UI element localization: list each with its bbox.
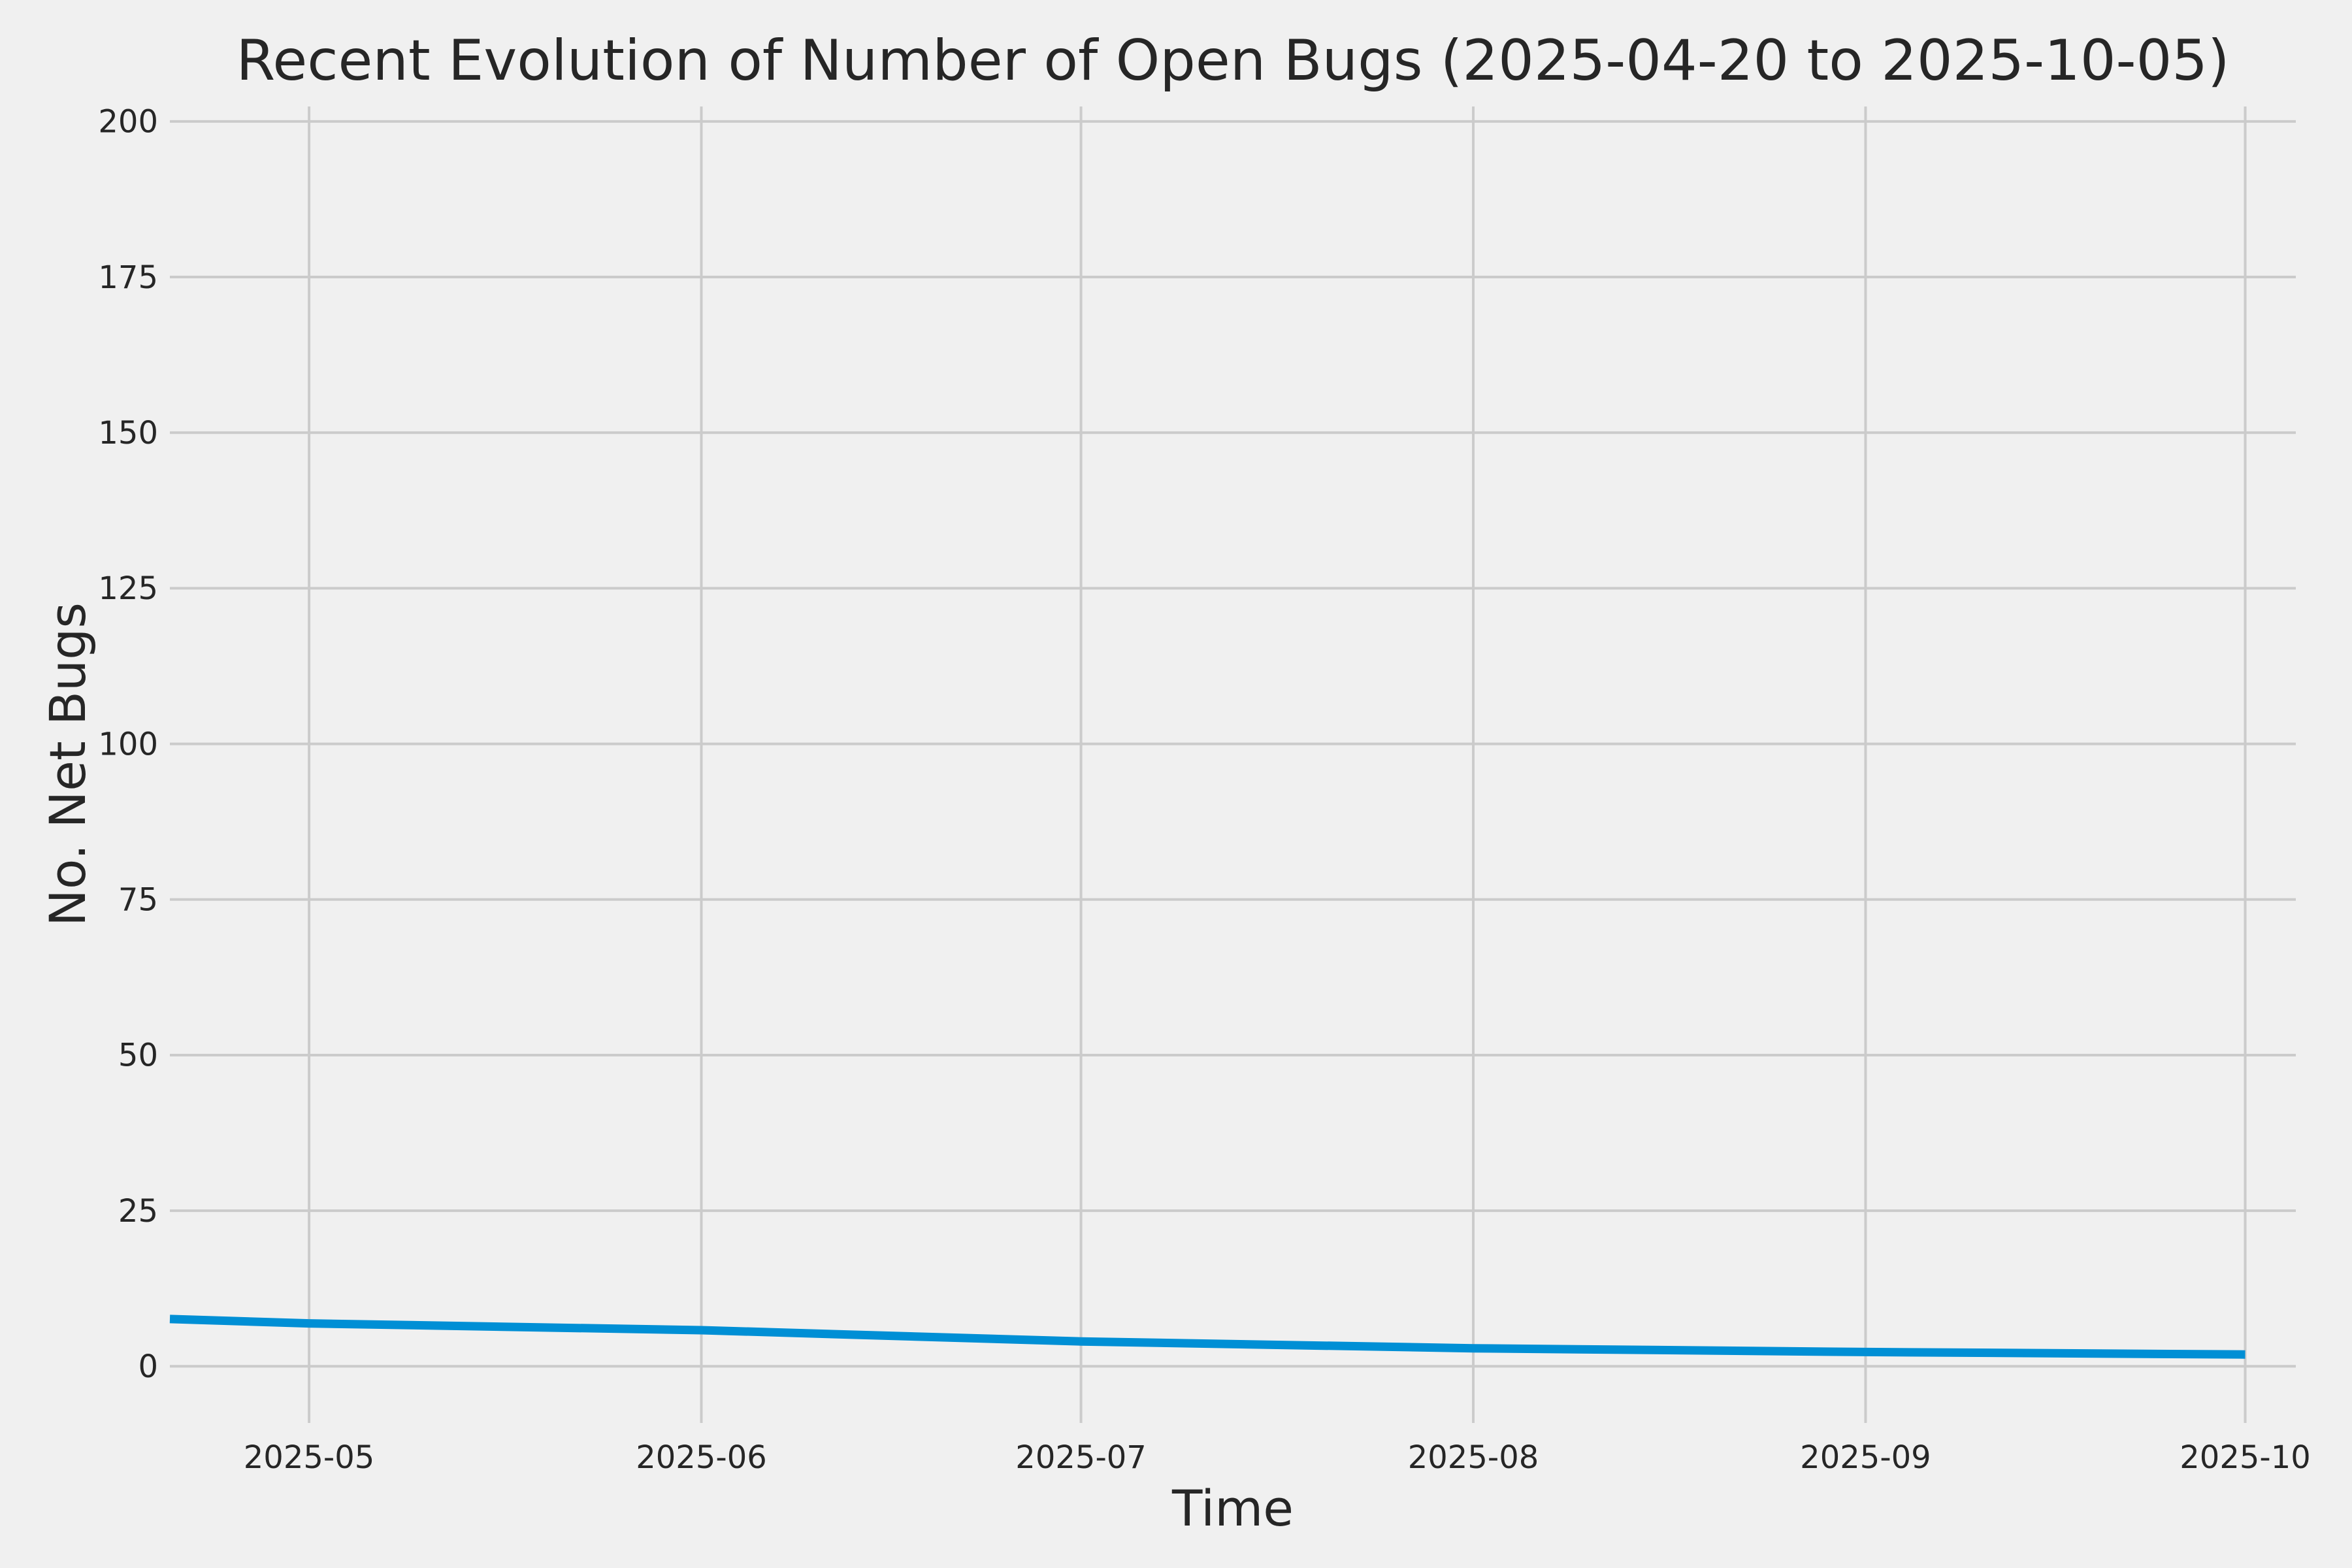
chart-title: Recent Evolution of Number of Open Bugs … [236,28,2229,93]
x-tick-label-2025-06: 2025-06 [636,1439,767,1476]
open-bugs-trend-line [169,1315,2246,1359]
y-tick-label-0: 0 [138,1348,158,1385]
y-tick-label-200: 200 [98,104,158,140]
x-tick-label-2025-08: 2025-08 [1408,1439,1539,1476]
y-tick-label-125: 125 [98,570,158,607]
tick-labels: 0 25 50 75 100 125 150 175 200 2025-05 2025-06 2025… [98,104,2310,1476]
y-tick-label-50: 50 [118,1037,158,1074]
x-tick-label-2025-05: 2025-05 [244,1439,375,1476]
y-tick-label-75: 75 [118,882,158,919]
y-tick-label-150: 150 [98,415,158,451]
x-axis-label: Time [1171,1479,1294,1537]
y-tick-label-175: 175 [98,259,158,296]
x-tick-label-2025-10: 2025-10 [2180,1439,2311,1476]
data-series [169,1315,2246,1359]
y-tick-label-100: 100 [98,726,158,762]
gridlines [170,106,2296,1423]
y-tick-label-25: 25 [118,1193,158,1230]
y-axis-label: No. Net Bugs [39,602,97,926]
x-tick-label-2025-07: 2025-07 [1015,1439,1147,1476]
x-tick-label-2025-09: 2025-09 [1800,1439,1931,1476]
